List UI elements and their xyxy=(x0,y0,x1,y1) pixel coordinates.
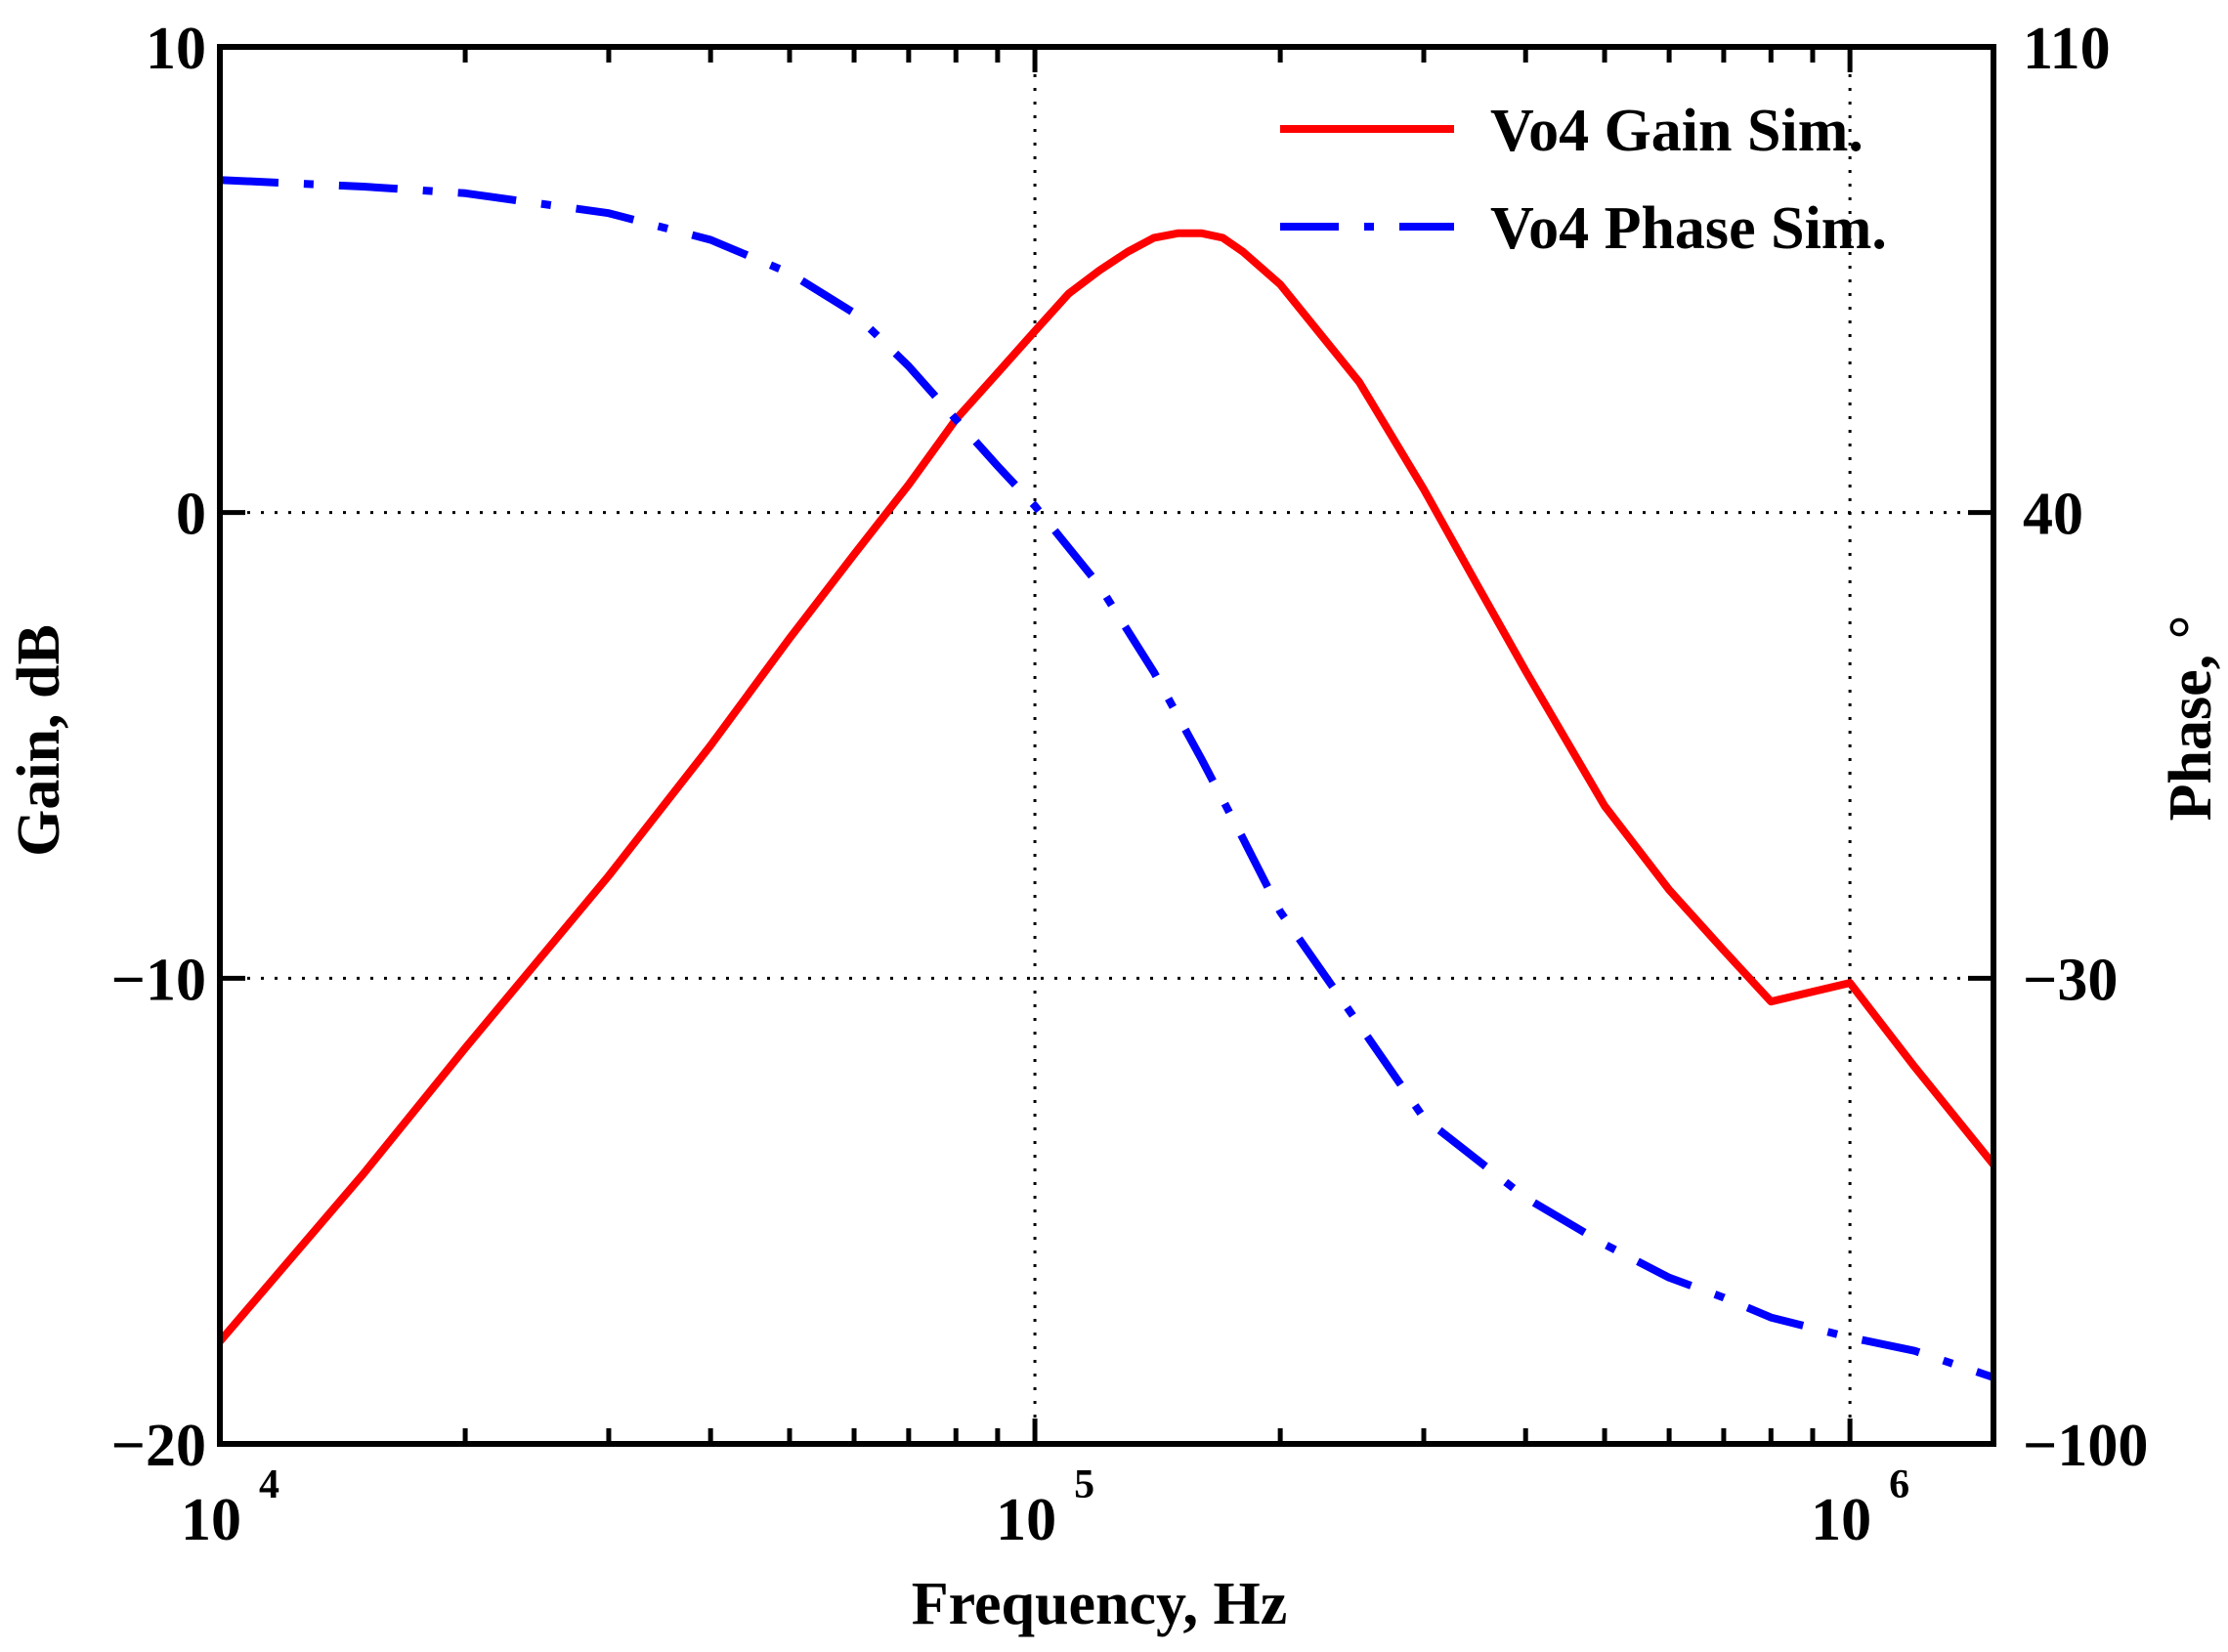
axes xyxy=(217,44,1996,1447)
x-tick-exponent: 6 xyxy=(1889,1462,1909,1507)
x-axis-title: Frequency, Hz xyxy=(912,1571,1288,1637)
legend: Vo4 Gain Sim. Vo4 Phase Sim. xyxy=(1280,98,1887,262)
y-tick-label: −20 xyxy=(111,1413,206,1479)
grid-lines xyxy=(220,47,1993,1444)
y-tick-label: 0 xyxy=(176,482,206,548)
y2-axis-title: Phase, ° xyxy=(2158,615,2224,822)
legend-phase-label: Vo4 Phase Sim. xyxy=(1490,195,1887,262)
legend-gain-label: Vo4 Gain Sim. xyxy=(1490,98,1864,164)
x-tick-exponent: 5 xyxy=(1074,1462,1094,1507)
plot-frame xyxy=(217,44,1996,1447)
tick-labels: 10 0 −10 −20 110 40 −30 −100 10 4 10 5 10 6 xyxy=(111,16,2149,1553)
series-group xyxy=(216,176,1997,1381)
y2-tick-label: 110 xyxy=(2023,16,2111,82)
y2-tick-label: −100 xyxy=(2023,1413,2148,1479)
x-tick-label: 10 xyxy=(996,1487,1056,1553)
y-tick-label: −10 xyxy=(111,947,206,1013)
y2-tick-label: −30 xyxy=(2023,947,2118,1013)
x-tick-label: 10 xyxy=(181,1487,241,1553)
y2-tick-label: 40 xyxy=(2023,482,2083,548)
phase-series-line xyxy=(219,176,1995,1381)
x-tick-exponent: 4 xyxy=(259,1462,279,1507)
x-tick-label: 10 xyxy=(1811,1487,1871,1553)
gain-series-line xyxy=(216,229,1997,1344)
y-axis-title: Gain, dB xyxy=(6,624,72,857)
y-tick-label: 10 xyxy=(146,16,206,82)
